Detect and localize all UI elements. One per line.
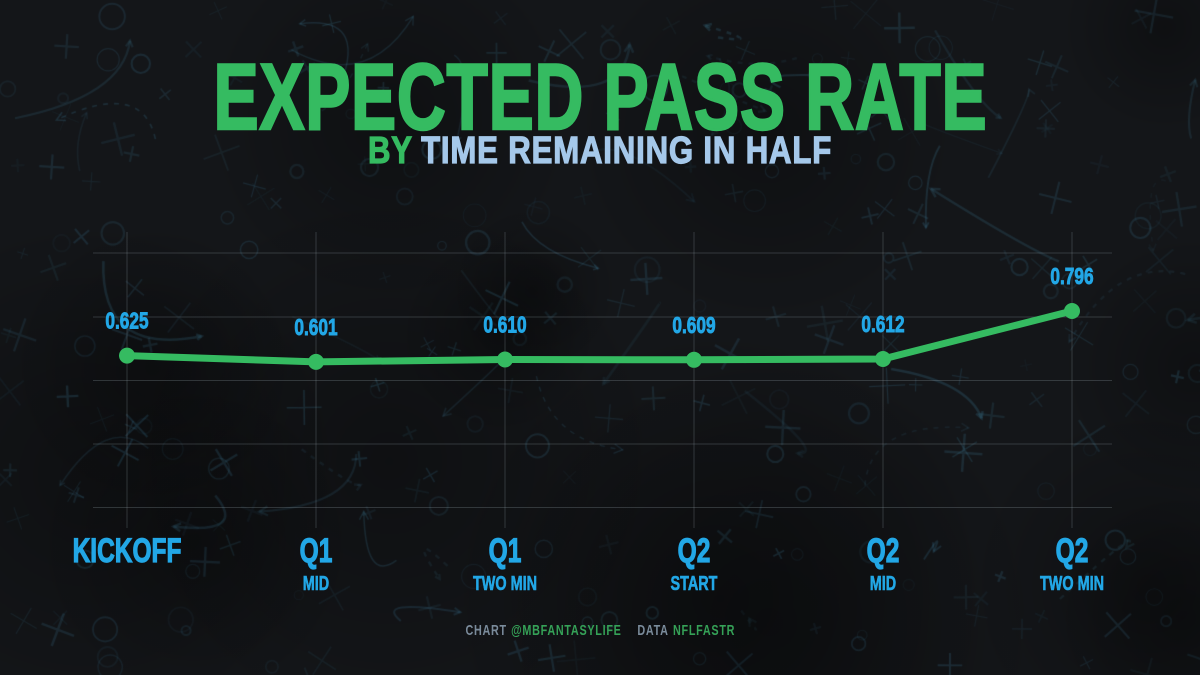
x-axis-label-q2-mid: Q2 MID: [860, 532, 905, 595]
data-point-label-text: 0.612: [861, 313, 904, 338]
chart-subtitle-text: TIME REMAINING IN HALF: [421, 130, 833, 172]
x-axis-label-sub: MID: [302, 573, 330, 595]
data-point: [119, 347, 135, 364]
chart-title: EXPECTED PASS RATE: [0, 44, 1200, 149]
chart-title-text: EXPECTED PASS RATE: [212, 44, 987, 149]
chart-subtitle: BY TIME REMAINING IN HALF: [0, 130, 1200, 172]
credits-footer: CHART @MBFANTASYLIFE DATA NFLFASTR: [0, 622, 1200, 639]
x-axis-label-main: Q2: [866, 532, 900, 570]
data-point: [308, 353, 324, 370]
x-axis-label-sub: TWO MIN: [1040, 573, 1104, 595]
data-point-label: 0.625: [105, 309, 149, 335]
credit-data-source: NFLFASTR: [672, 622, 735, 639]
pass-rate-line: [123, 307, 1076, 366]
data-point-label: 0.796: [1050, 264, 1094, 290]
data-point-label-text: 0.625: [105, 309, 148, 334]
chart-header: EXPECTED PASS RATE: [0, 44, 1200, 149]
x-axis-label-kickoff: KICKOFF: [51, 532, 202, 570]
x-axis-label-sub: TWO MIN: [473, 573, 537, 595]
x-axis-label-q1-mid: Q1 MID: [293, 532, 338, 595]
credit-chart-handle: @MBFANTASYLIFE: [510, 622, 622, 639]
data-point-label-text: 0.610: [483, 313, 526, 338]
x-axis-label-sub: START: [670, 573, 718, 595]
x-axis-label-q1-two-min: Q1 TWO MIN: [461, 532, 550, 595]
data-point-label: 0.601: [294, 315, 338, 341]
credit-chart-label: CHART: [465, 622, 507, 639]
x-axis-label-sub: MID: [869, 573, 897, 595]
data-point: [1064, 302, 1080, 319]
data-point: [875, 351, 891, 367]
x-axis-label-main: Q1: [488, 532, 522, 570]
x-axis-label-main: Q2: [677, 532, 711, 570]
data-point-label: 0.609: [672, 313, 716, 339]
gridlines: [93, 232, 1112, 528]
x-axis-label-main: Q2: [1055, 532, 1089, 570]
x-axis-label-main: KICKOFF: [72, 532, 182, 570]
data-point-label-text: 0.609: [672, 314, 715, 339]
data-point-label-text: 0.601: [294, 316, 337, 341]
data-point-label-text: 0.796: [1050, 265, 1093, 290]
chart-subtitle-prefix: BY: [367, 130, 413, 172]
data-point-label: 0.610: [483, 313, 527, 339]
x-axis-label-q2-start: Q2 START: [661, 532, 726, 595]
data-point: [686, 351, 702, 368]
x-axis-label-main: Q1: [299, 532, 333, 570]
data-point-label: 0.612: [861, 312, 905, 338]
x-axis-label-q2-two-min: Q2 TWO MIN: [1028, 532, 1117, 595]
credit-data-label: DATA: [637, 622, 669, 639]
data-point: [497, 351, 513, 368]
